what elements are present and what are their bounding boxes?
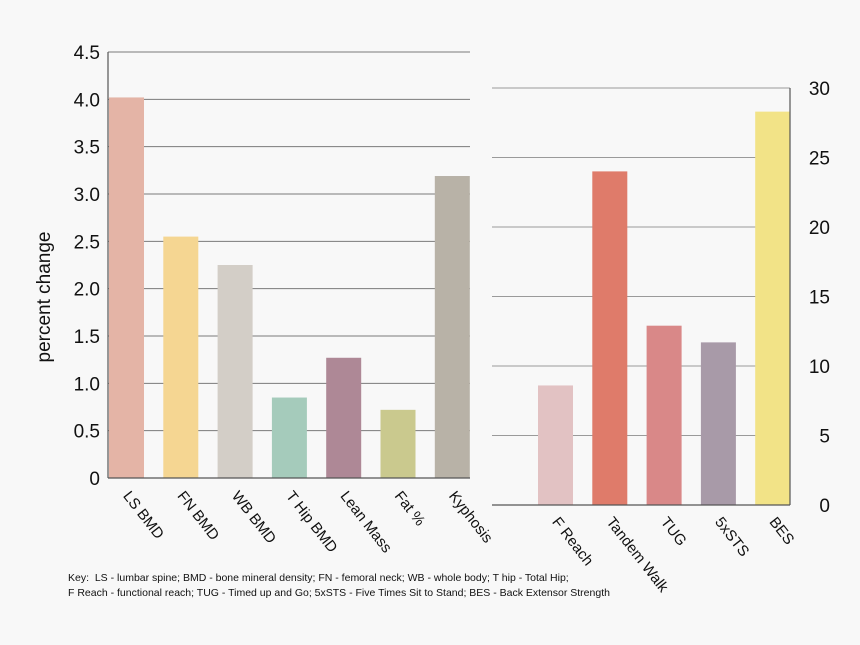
right-bar xyxy=(700,342,736,505)
right-y-tick-label: 10 xyxy=(809,357,830,378)
left-x-tick-label: Kyphosis xyxy=(445,488,496,546)
left-bar xyxy=(109,97,144,478)
left-bars xyxy=(109,97,470,478)
left-y-tick-label: 4.0 xyxy=(74,90,100,111)
left-y-tick-label: 0.5 xyxy=(74,422,100,443)
right-y-tick-label: 15 xyxy=(809,288,830,309)
right-x-tick-label: TUG xyxy=(657,514,690,549)
right-x-tick-label: 5xSTS xyxy=(711,514,752,560)
right-y-tick-label: 20 xyxy=(809,218,830,239)
left-bar xyxy=(380,409,416,478)
left-y-ticks: 0 0.5 1.0 1.5 2.0 2.5 3.0 3.5 4.0 4.5 xyxy=(74,43,100,490)
left-y-tick-label: 1.0 xyxy=(74,374,100,395)
left-x-tick-label: WB BMD xyxy=(228,488,279,547)
left-bar xyxy=(326,357,362,478)
left-bar xyxy=(163,236,199,478)
right-bar xyxy=(592,171,628,505)
left-x-tick-label: LS BMD xyxy=(119,488,167,543)
right-bar xyxy=(755,111,791,505)
left-y-tick-label: 3.5 xyxy=(74,138,100,159)
left-bar xyxy=(271,397,307,478)
left-x-tick-label: Lean Mass xyxy=(337,488,396,556)
left-y-tick-label: 0 xyxy=(89,469,100,490)
right-y-tick-label: 5 xyxy=(819,427,830,448)
left-y-tick-label: 1.5 xyxy=(74,327,100,348)
left-y-tick-label: 3.0 xyxy=(74,185,100,206)
axes xyxy=(107,52,791,506)
right-bars xyxy=(538,111,791,505)
left-bar xyxy=(434,176,470,478)
right-y-tick-label: 25 xyxy=(809,149,830,170)
key-line-2: F Reach - functional reach; TUG - Timed … xyxy=(68,586,610,599)
left-x-tick-label: T Hip BMD xyxy=(282,488,340,556)
left-y-tick-label: 4.5 xyxy=(74,43,100,64)
key-line-1: Key: LS - lumbar spine; BMD - bone miner… xyxy=(68,572,569,584)
right-y-tick-label: 30 xyxy=(809,79,830,100)
right-x-tick-label: BES xyxy=(766,514,798,548)
right-gridlines xyxy=(492,87,790,436)
right-y-tick-label: 0 xyxy=(819,496,830,517)
right-bar xyxy=(538,385,573,505)
right-bar xyxy=(646,325,682,505)
key-legend: Key: LS - lumbar spine; BMD - bone miner… xyxy=(68,571,610,600)
right-x-tick-label: F Reach xyxy=(548,514,596,569)
left-x-tick-label: FN BMD xyxy=(174,488,223,544)
left-y-tick-label: 2.0 xyxy=(74,280,100,301)
left-gridlines xyxy=(108,51,470,432)
left-y-axis-label: percent change xyxy=(34,232,55,363)
left-x-tick-label: Fat % xyxy=(391,488,429,529)
left-y-tick-label: 2.5 xyxy=(74,232,100,253)
right-y-ticks: 0 5 10 15 20 25 30 xyxy=(809,79,830,517)
left-bar xyxy=(217,265,253,478)
